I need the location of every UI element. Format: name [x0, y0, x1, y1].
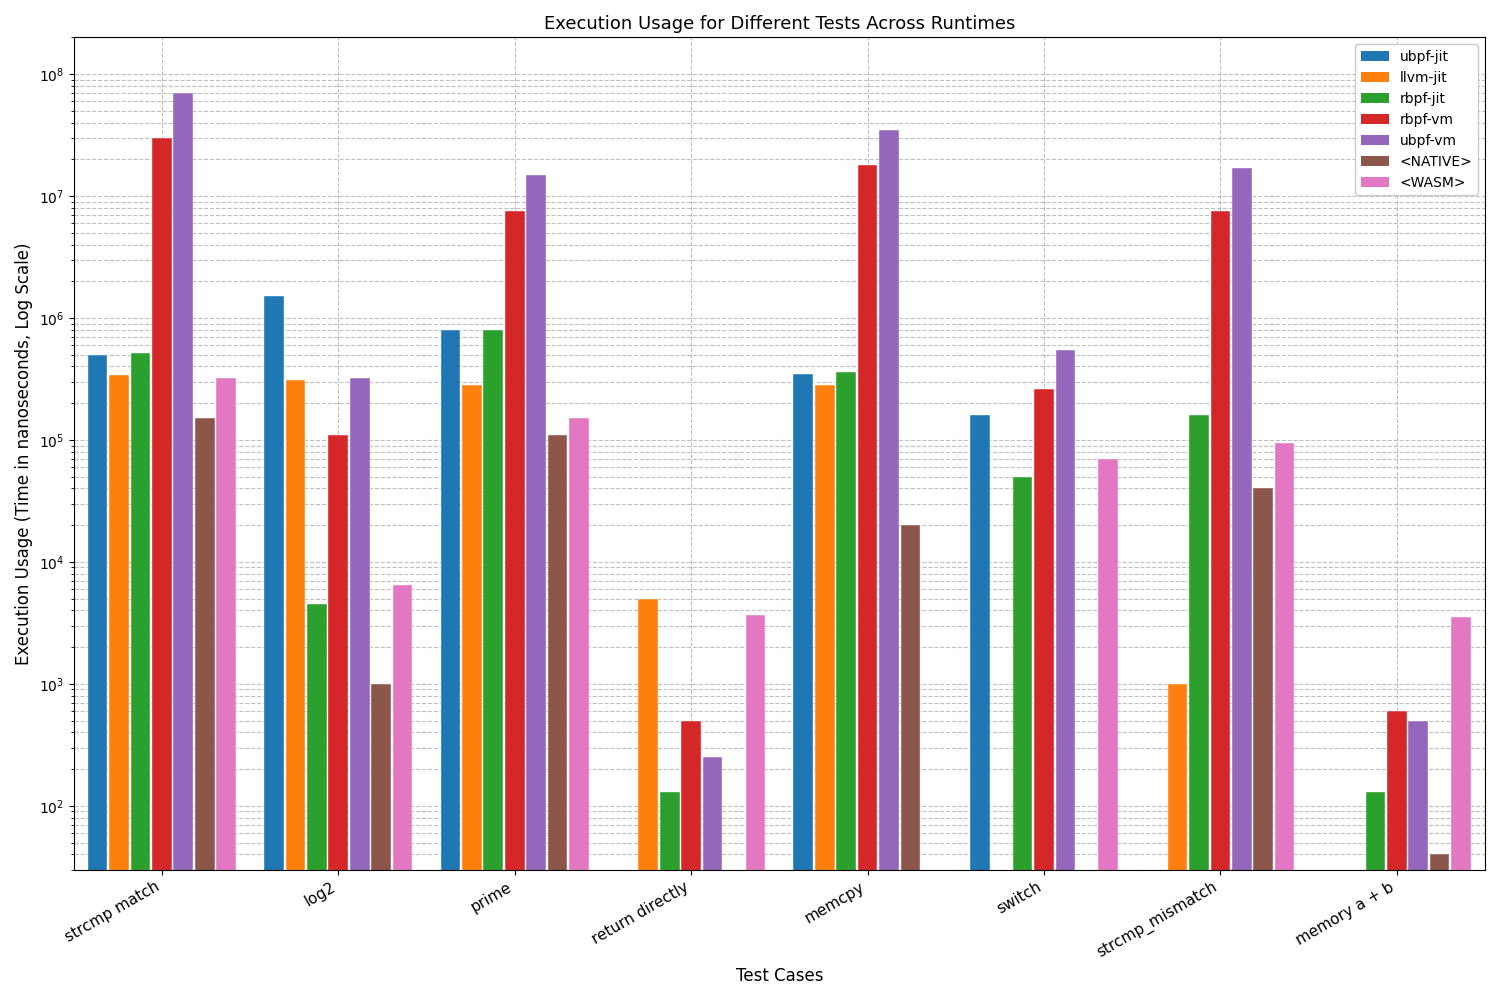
- Bar: [216, 378, 236, 1000]
- Bar: [970, 415, 990, 1000]
- Bar: [441, 330, 460, 1000]
- Bar: [1275, 443, 1294, 1000]
- Bar: [350, 378, 369, 1000]
- Bar: [308, 604, 327, 1000]
- Bar: [639, 599, 658, 1000]
- Bar: [462, 385, 482, 1000]
- Legend: ubpf-jit, llvm-jit, rbpf-jit, rbpf-vm, ubpf-vm, <NATIVE>, <WASM>: ubpf-jit, llvm-jit, rbpf-jit, rbpf-vm, u…: [1356, 44, 1478, 195]
- Bar: [483, 330, 502, 1000]
- Bar: [858, 165, 877, 1000]
- Bar: [328, 435, 348, 1000]
- Bar: [372, 684, 392, 1000]
- Bar: [794, 374, 813, 1000]
- Bar: [152, 138, 171, 1000]
- Title: Execution Usage for Different Tests Across Runtimes: Execution Usage for Different Tests Acro…: [543, 15, 1016, 33]
- Bar: [110, 375, 129, 1000]
- Bar: [195, 418, 214, 1000]
- Bar: [1098, 459, 1118, 1000]
- Bar: [568, 418, 590, 1000]
- Bar: [900, 525, 920, 1000]
- Bar: [506, 211, 525, 1000]
- Bar: [1034, 389, 1054, 1000]
- X-axis label: Test Cases: Test Cases: [735, 967, 824, 985]
- Bar: [1430, 854, 1449, 1000]
- Bar: [746, 615, 765, 1000]
- Bar: [130, 353, 150, 1000]
- Bar: [1210, 211, 1230, 1000]
- Y-axis label: Execution Usage (Time in nanoseconds, Log Scale): Execution Usage (Time in nanoseconds, Lo…: [15, 242, 33, 665]
- Bar: [1450, 617, 1472, 1000]
- Bar: [285, 380, 306, 1000]
- Bar: [1056, 350, 1076, 1000]
- Bar: [1232, 168, 1251, 1000]
- Bar: [1167, 684, 1188, 1000]
- Bar: [1388, 711, 1407, 1000]
- Bar: [548, 435, 567, 1000]
- Bar: [837, 372, 856, 1000]
- Bar: [1013, 477, 1032, 1000]
- Bar: [681, 721, 700, 1000]
- Bar: [526, 175, 546, 1000]
- Bar: [879, 130, 898, 1000]
- Bar: [660, 792, 680, 1000]
- Bar: [393, 585, 412, 1000]
- Bar: [815, 385, 834, 1000]
- Bar: [702, 757, 723, 1000]
- Bar: [174, 93, 194, 1000]
- Bar: [1190, 415, 1209, 1000]
- Bar: [1365, 792, 1384, 1000]
- Bar: [87, 355, 108, 1000]
- Bar: [1408, 721, 1428, 1000]
- Bar: [1254, 488, 1274, 1000]
- Bar: [264, 296, 284, 1000]
